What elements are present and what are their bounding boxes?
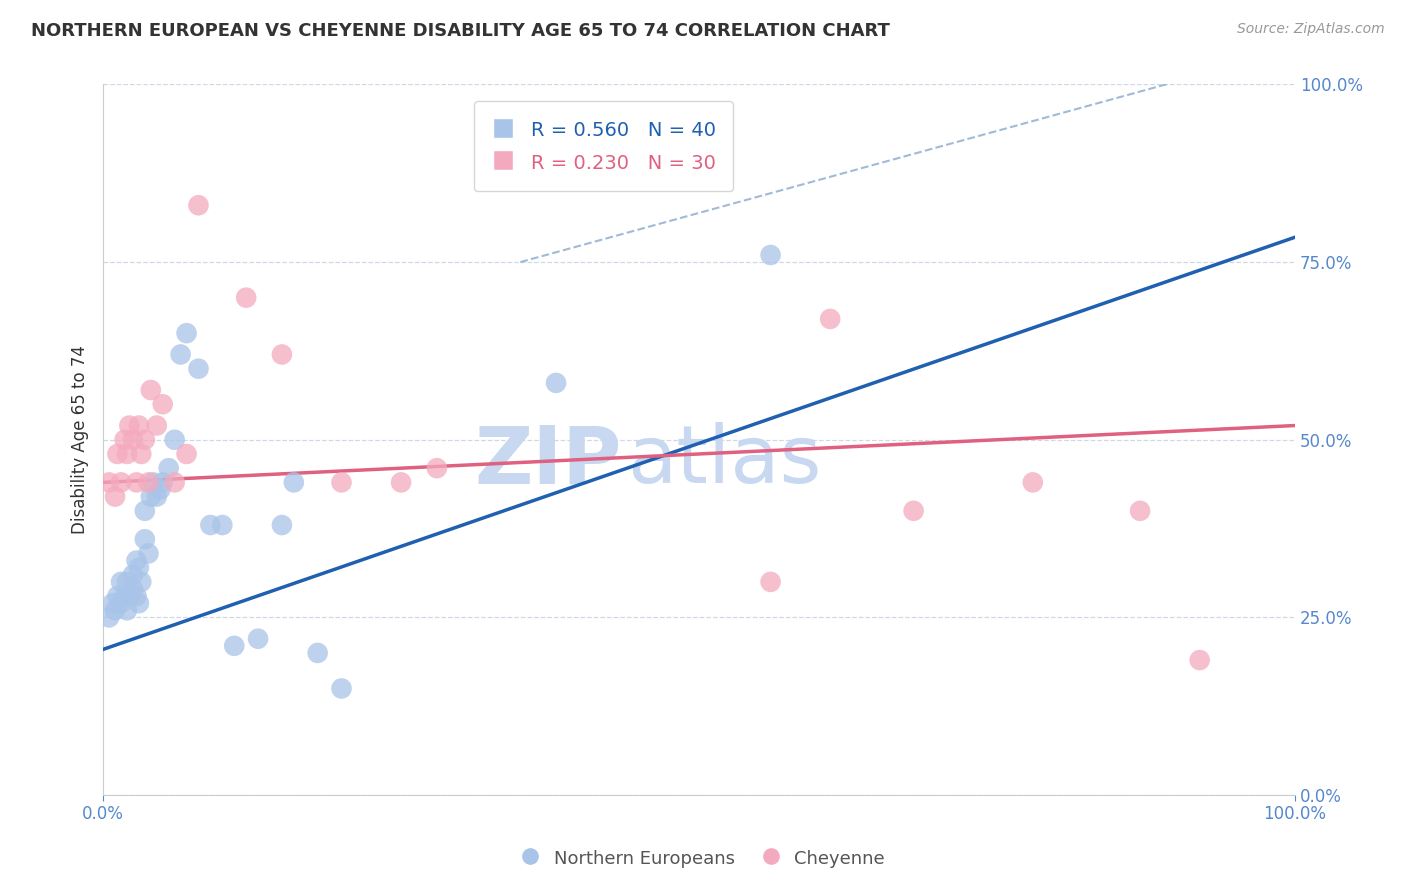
Point xyxy=(145,490,167,504)
Point xyxy=(157,461,180,475)
Point xyxy=(122,433,145,447)
Point xyxy=(129,447,152,461)
Point xyxy=(271,347,294,361)
Point xyxy=(169,347,191,361)
Point xyxy=(101,596,124,610)
Point xyxy=(134,504,156,518)
Point xyxy=(129,574,152,589)
Point xyxy=(98,610,121,624)
Point xyxy=(115,603,138,617)
Point xyxy=(903,504,925,518)
Point xyxy=(759,248,782,262)
Text: ZIP: ZIP xyxy=(474,422,621,500)
Point xyxy=(759,574,782,589)
Point xyxy=(114,589,136,603)
Point xyxy=(98,475,121,490)
Point xyxy=(125,589,148,603)
Point xyxy=(142,475,165,490)
Point xyxy=(128,560,150,574)
Point xyxy=(1129,504,1152,518)
Point xyxy=(118,589,141,603)
Point xyxy=(145,418,167,433)
Point xyxy=(200,518,222,533)
Point xyxy=(104,490,127,504)
Point xyxy=(115,574,138,589)
Point xyxy=(134,433,156,447)
Legend: Northern Europeans, Cheyenne: Northern Europeans, Cheyenne xyxy=(512,838,894,879)
Point xyxy=(110,596,132,610)
Point xyxy=(1188,653,1211,667)
Y-axis label: Disability Age 65 to 74: Disability Age 65 to 74 xyxy=(72,345,89,534)
Point xyxy=(271,518,294,533)
Text: Source: ZipAtlas.com: Source: ZipAtlas.com xyxy=(1237,22,1385,37)
Point xyxy=(426,461,449,475)
Point xyxy=(235,291,257,305)
Point xyxy=(818,312,841,326)
Point xyxy=(128,596,150,610)
Point xyxy=(139,383,162,397)
Point xyxy=(139,490,162,504)
Legend: R = 0.560   N = 40, R = 0.230   N = 30: R = 0.560 N = 40, R = 0.230 N = 30 xyxy=(474,102,733,191)
Point xyxy=(118,418,141,433)
Point xyxy=(330,475,353,490)
Text: NORTHERN EUROPEAN VS CHEYENNE DISABILITY AGE 65 TO 74 CORRELATION CHART: NORTHERN EUROPEAN VS CHEYENNE DISABILITY… xyxy=(31,22,890,40)
Point xyxy=(122,582,145,596)
Point xyxy=(107,589,129,603)
Point xyxy=(176,326,198,340)
Point xyxy=(122,567,145,582)
Point xyxy=(187,361,209,376)
Point xyxy=(125,475,148,490)
Point xyxy=(163,433,186,447)
Point xyxy=(152,397,174,411)
Point xyxy=(149,483,172,497)
Point xyxy=(152,475,174,490)
Point xyxy=(247,632,270,646)
Point xyxy=(163,475,186,490)
Point xyxy=(104,603,127,617)
Point xyxy=(187,198,209,212)
Point xyxy=(330,681,353,696)
Point xyxy=(125,553,148,567)
Point xyxy=(176,447,198,461)
Point xyxy=(138,475,160,490)
Point xyxy=(283,475,305,490)
Point xyxy=(307,646,329,660)
Point xyxy=(544,376,567,390)
Point xyxy=(134,533,156,547)
Point xyxy=(128,418,150,433)
Point xyxy=(110,574,132,589)
Point xyxy=(107,447,129,461)
Point xyxy=(211,518,233,533)
Point xyxy=(389,475,412,490)
Text: atlas: atlas xyxy=(627,422,823,500)
Point xyxy=(1022,475,1045,490)
Point xyxy=(115,447,138,461)
Point xyxy=(138,546,160,560)
Point xyxy=(110,475,132,490)
Point xyxy=(224,639,246,653)
Point xyxy=(114,433,136,447)
